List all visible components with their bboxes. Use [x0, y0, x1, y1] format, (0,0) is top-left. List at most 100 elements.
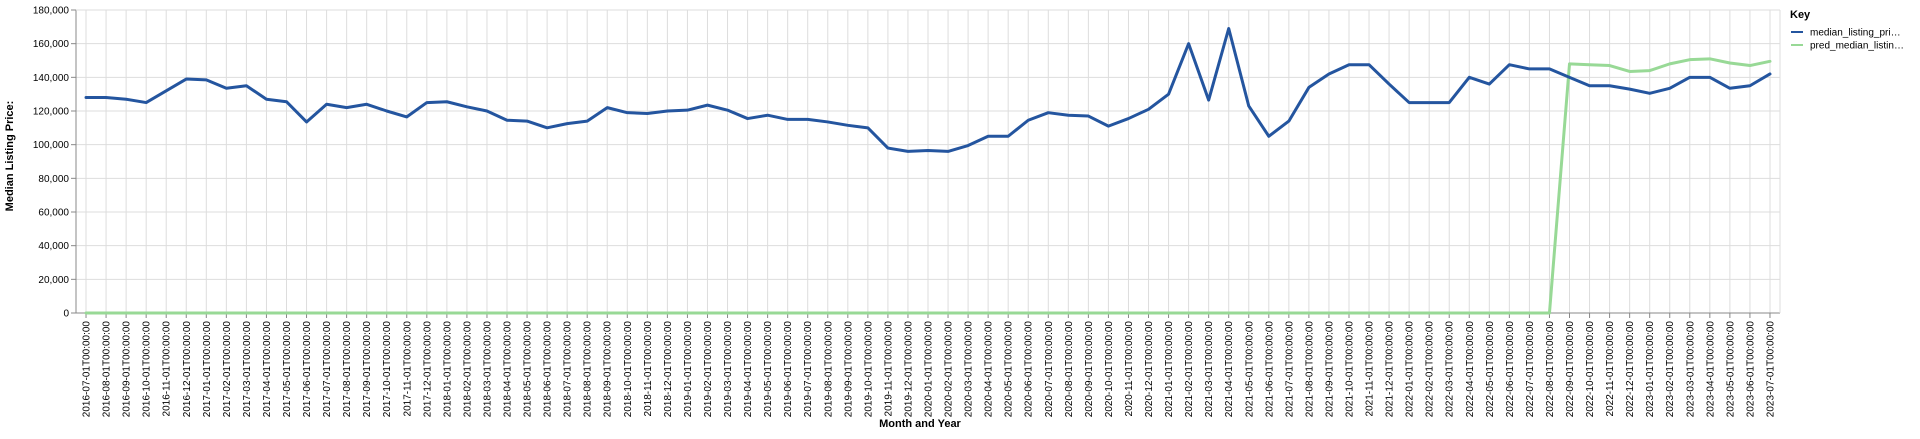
- x-tick-label: 2018-12-01T00:00:00: [663, 321, 674, 418]
- x-tick-label: 2019-05-01T00:00:00: [763, 321, 774, 418]
- x-tick-label: 2016-09-01T00:00:00: [122, 321, 133, 418]
- x-tick-label: 2022-10-01T00:00:00: [1585, 321, 1596, 418]
- x-tick-label: 2018-10-01T00:00:00: [623, 321, 634, 418]
- x-tick-label: 2018-09-01T00:00:00: [603, 321, 614, 418]
- y-axis-title: Median Listing Price:: [4, 101, 16, 212]
- x-tick-label: 2017-04-01T00:00:00: [262, 321, 273, 418]
- x-tick-label: 2018-04-01T00:00:00: [503, 321, 514, 418]
- y-tick-label: 160,000: [33, 39, 70, 50]
- x-tick-label: 2020-11-01T00:00:00: [1124, 321, 1135, 417]
- x-tick-label: 2020-07-01T00:00:00: [1044, 321, 1055, 418]
- x-tick-label: 2018-01-01T00:00:00: [442, 321, 453, 418]
- y-tick-label: 20,000: [38, 275, 69, 286]
- x-tick-label: 2022-08-01T00:00:00: [1545, 321, 1556, 418]
- x-tick-label: 2018-11-01T00:00:00: [643, 321, 654, 417]
- x-tick-label: 2021-03-01T00:00:00: [1204, 321, 1215, 418]
- x-tick-label: 2023-06-01T00:00:00: [1745, 321, 1756, 418]
- x-tick-label: 2022-05-01T00:00:00: [1485, 321, 1496, 418]
- x-tick-label: 2016-12-01T00:00:00: [182, 321, 193, 418]
- y-tick-label: 100,000: [33, 140, 70, 151]
- x-tick-label: 2023-02-01T00:00:00: [1665, 321, 1676, 418]
- x-tick-label: 2023-03-01T00:00:00: [1685, 321, 1696, 418]
- x-tick-label: 2017-11-01T00:00:00: [402, 321, 413, 417]
- y-tick-label: 40,000: [38, 241, 69, 252]
- x-tick-label: 2021-10-01T00:00:00: [1344, 321, 1355, 418]
- x-tick-label: 2021-05-01T00:00:00: [1244, 321, 1255, 418]
- x-tick-label: 2020-03-01T00:00:00: [964, 321, 975, 418]
- x-tick-label: 2019-06-01T00:00:00: [783, 321, 794, 418]
- y-tick-label: 140,000: [33, 73, 70, 84]
- x-tick-label: 2016-10-01T00:00:00: [142, 321, 153, 418]
- x-tick-label: 2018-06-01T00:00:00: [543, 321, 554, 418]
- x-tick-label: 2019-07-01T00:00:00: [803, 321, 814, 418]
- y-tick-label: 120,000: [33, 107, 70, 118]
- x-tick-label: 2023-01-01T00:00:00: [1645, 321, 1656, 418]
- x-tick-label: 2018-02-01T00:00:00: [462, 321, 473, 418]
- x-tick-label: 2018-03-01T00:00:00: [482, 321, 493, 418]
- x-tick-label: 2020-06-01T00:00:00: [1024, 321, 1035, 418]
- x-tick-label: 2019-11-01T00:00:00: [883, 321, 894, 417]
- x-tick-label: 2016-08-01T00:00:00: [102, 321, 113, 418]
- x-tick-label: 2020-09-01T00:00:00: [1084, 321, 1095, 418]
- legend: Key median_listing_pri… pred_median_list…: [1790, 9, 1904, 52]
- x-tick-label: 2023-07-01T00:00:00: [1765, 321, 1776, 418]
- x-tick-label: 2021-06-01T00:00:00: [1264, 321, 1275, 418]
- x-tick-label: 2022-02-01T00:00:00: [1425, 321, 1436, 418]
- x-tick-label: 2022-07-01T00:00:00: [1525, 321, 1536, 418]
- x-tick-label: 2020-10-01T00:00:00: [1104, 321, 1115, 418]
- x-tick-label: 2017-03-01T00:00:00: [242, 321, 253, 418]
- x-tick-label: 2021-02-01T00:00:00: [1184, 321, 1195, 418]
- y-tick-label: 0: [63, 309, 69, 320]
- x-tick-label: 2019-04-01T00:00:00: [743, 321, 754, 418]
- axes: Median Listing Price: Month and Year 0 20…: [4, 6, 1776, 431]
- x-tick-label: 2017-05-01T00:00:00: [282, 321, 293, 418]
- legend-label-median: median_listing_pri…: [1810, 28, 1901, 39]
- x-tick-label: 2019-03-01T00:00:00: [723, 321, 734, 418]
- x-tick-label: 2018-05-01T00:00:00: [523, 321, 534, 418]
- x-tick-label: 2019-10-01T00:00:00: [863, 321, 874, 418]
- x-tick-label: 2023-04-01T00:00:00: [1705, 321, 1716, 418]
- series-line-pred-median-listing-price: [84, 57, 1772, 315]
- series-lines: [84, 27, 1772, 315]
- x-tick-label: 2017-06-01T00:00:00: [302, 321, 313, 418]
- x-tick-label: 2021-11-01T00:00:00: [1365, 321, 1376, 417]
- x-axis-title: Month and Year: [879, 418, 961, 430]
- x-tick-label: 2019-01-01T00:00:00: [683, 321, 694, 418]
- x-tick-label: 2018-07-01T00:00:00: [563, 321, 574, 418]
- x-tick-label: 2021-07-01T00:00:00: [1284, 321, 1295, 418]
- x-tick-label: 2021-01-01T00:00:00: [1164, 321, 1175, 418]
- x-tick-label: 2020-08-01T00:00:00: [1064, 321, 1075, 418]
- x-tick-label: 2019-02-01T00:00:00: [703, 321, 714, 418]
- x-tick-label: 2022-09-01T00:00:00: [1565, 321, 1576, 418]
- x-tick-label: 2017-10-01T00:00:00: [382, 321, 393, 418]
- x-tick-label: 2019-08-01T00:00:00: [823, 321, 834, 418]
- x-tick-label: 2020-05-01T00:00:00: [1004, 321, 1015, 418]
- x-tick-label: 2018-08-01T00:00:00: [583, 321, 594, 418]
- x-tick-label: 2017-12-01T00:00:00: [422, 321, 433, 418]
- x-tick-label: 2017-07-01T00:00:00: [322, 321, 333, 418]
- x-tick-label: 2022-12-01T00:00:00: [1625, 321, 1636, 418]
- x-tick-label: 2022-06-01T00:00:00: [1505, 321, 1516, 418]
- x-tick-label: 2023-05-01T00:00:00: [1725, 321, 1736, 418]
- x-tick-label: 2022-01-01T00:00:00: [1405, 321, 1416, 418]
- x-tick-label: 2021-04-01T00:00:00: [1224, 321, 1235, 418]
- x-tick-label: 2020-02-01T00:00:00: [944, 321, 955, 418]
- x-tick-label: 2022-04-01T00:00:00: [1465, 321, 1476, 418]
- x-tick-label: 2022-11-01T00:00:00: [1605, 321, 1616, 417]
- x-tick-label: 2020-04-01T00:00:00: [984, 321, 995, 418]
- x-tick-label: 2021-09-01T00:00:00: [1324, 321, 1335, 418]
- x-tick-label: 2021-12-01T00:00:00: [1385, 321, 1396, 418]
- x-tick-label: 2017-02-01T00:00:00: [222, 321, 233, 418]
- series-line-median-listing-price: [84, 27, 1772, 153]
- gridlines: [75, 9, 1781, 314]
- x-tick-label: 2016-11-01T00:00:00: [162, 321, 173, 417]
- x-tick-label: 2022-03-01T00:00:00: [1445, 321, 1456, 418]
- x-tick-label: 2017-01-01T00:00:00: [202, 321, 213, 418]
- x-tick-label: 2019-12-01T00:00:00: [903, 321, 914, 418]
- x-tick-label: 2016-07-01T00:00:00: [82, 321, 93, 418]
- legend-title: Key: [1790, 9, 1811, 21]
- y-tick-label: 180,000: [33, 6, 70, 17]
- y-tick-label: 60,000: [38, 208, 69, 219]
